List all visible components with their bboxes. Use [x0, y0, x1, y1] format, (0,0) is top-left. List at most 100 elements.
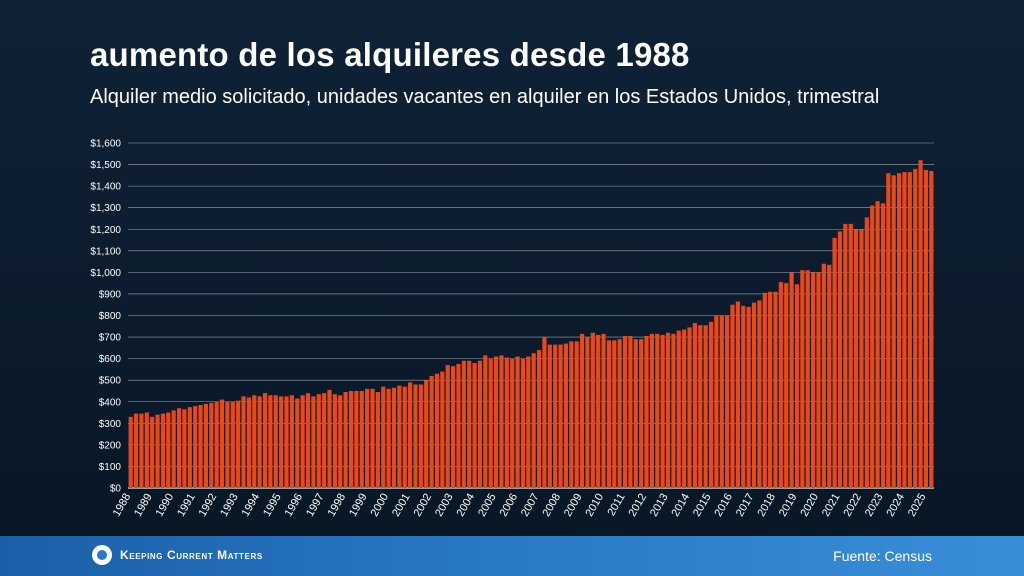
bar: [816, 272, 821, 489]
y-tick-label: $500: [99, 376, 122, 387]
bar: [875, 201, 880, 488]
x-tick-label: 2024: [884, 492, 907, 519]
x-tick-label: 1992: [197, 492, 220, 519]
y-tick-label: $1,400: [90, 182, 121, 193]
bar: [644, 335, 649, 488]
bar: [176, 408, 182, 488]
bar: [193, 406, 198, 488]
bar: [762, 292, 767, 488]
gridlines: [128, 142, 934, 489]
x-tick-label: 2025: [906, 492, 929, 519]
bar: [284, 396, 289, 488]
bar: [676, 330, 681, 488]
bar: [316, 394, 321, 488]
bar: [714, 315, 719, 488]
y-tick-label: $1,500: [90, 160, 121, 171]
bar: [300, 395, 305, 488]
bar: [434, 373, 440, 488]
bar: [832, 237, 837, 489]
bar: [289, 395, 294, 488]
x-tick-label: 2011: [605, 492, 627, 518]
chart-title: aumento de los alquileres desde 1988: [90, 36, 690, 73]
bar: [708, 321, 714, 488]
bar-chart: $0 $100 $200 $300 $400 $500 $600 $700 $800 $900 $1…: [90, 139, 934, 519]
x-tick-label: 2001: [390, 492, 413, 519]
bar: [467, 360, 472, 488]
x-tick-label: 2023: [863, 492, 886, 519]
bar: [612, 340, 617, 488]
bar: [219, 399, 225, 488]
bar: [811, 272, 816, 489]
bar: [655, 333, 660, 488]
bar: [128, 416, 133, 488]
bar: [257, 396, 262, 488]
bar: [305, 393, 311, 489]
bar: [800, 270, 805, 488]
bar: [391, 387, 397, 488]
x-tick-label: 2003: [433, 492, 456, 519]
bar: [338, 395, 343, 488]
x-tick-label: 2021: [820, 492, 843, 519]
bar: [789, 272, 794, 489]
bar: [230, 401, 235, 488]
bar: [617, 339, 622, 488]
bar: [144, 412, 149, 488]
bar: [735, 301, 740, 488]
brand-swirl-icon: [92, 545, 112, 565]
y-axis-ticks: $0 $100 $200 $300 $400 $500 $600 $700 $800 $900 $1…: [90, 139, 121, 495]
bar: [837, 231, 843, 488]
bar: [574, 341, 579, 489]
bar: [133, 413, 139, 488]
bar: [493, 356, 499, 488]
bar: [859, 229, 864, 488]
bar: [558, 344, 563, 488]
bar: [929, 171, 934, 488]
bar: [757, 300, 762, 488]
footer-bar: Keeping Current Matters Fuente: Census: [0, 536, 1024, 576]
bar: [327, 389, 332, 488]
y-tick-label: $900: [99, 289, 122, 300]
y-tick-label: $800: [99, 311, 122, 322]
bar: [354, 390, 359, 488]
bar: [332, 394, 337, 488]
y-tick-label: $200: [99, 440, 122, 451]
bar: [418, 384, 423, 488]
bar: [628, 335, 633, 488]
bar: [606, 340, 612, 488]
x-tick-label: 1994: [240, 492, 263, 519]
x-tick-label: 2010: [584, 492, 607, 519]
bar: [601, 333, 606, 488]
bar: [343, 392, 348, 488]
bar: [214, 401, 219, 488]
bar: [139, 413, 144, 488]
bar: [246, 397, 251, 488]
bar: [751, 302, 757, 488]
bar: [870, 205, 875, 488]
bar: [348, 390, 354, 488]
bar: [896, 173, 902, 488]
bar: [805, 270, 810, 488]
x-tick-label: 2012: [626, 492, 649, 519]
bar: [741, 305, 746, 488]
bar: [187, 407, 192, 488]
bar: [413, 384, 418, 488]
bar: [456, 364, 461, 488]
bar: [746, 306, 751, 489]
bar: [536, 350, 542, 488]
bar: [397, 385, 402, 488]
bar: [725, 315, 730, 488]
bar: [569, 341, 574, 489]
bar: [198, 404, 203, 488]
bar: [472, 362, 477, 488]
x-tick-label: 2005: [476, 492, 499, 519]
bar: [821, 263, 826, 488]
x-tick-label: 1988: [111, 492, 134, 519]
x-tick-label: 1995: [261, 492, 284, 519]
y-tick-label: $1,300: [90, 203, 121, 214]
x-tick-label: 2020: [798, 492, 821, 519]
bar: [262, 393, 268, 489]
bar: [520, 358, 526, 489]
y-tick-label: $1,100: [90, 246, 121, 257]
bar: [585, 337, 590, 488]
x-tick-label: 2018: [755, 492, 778, 519]
